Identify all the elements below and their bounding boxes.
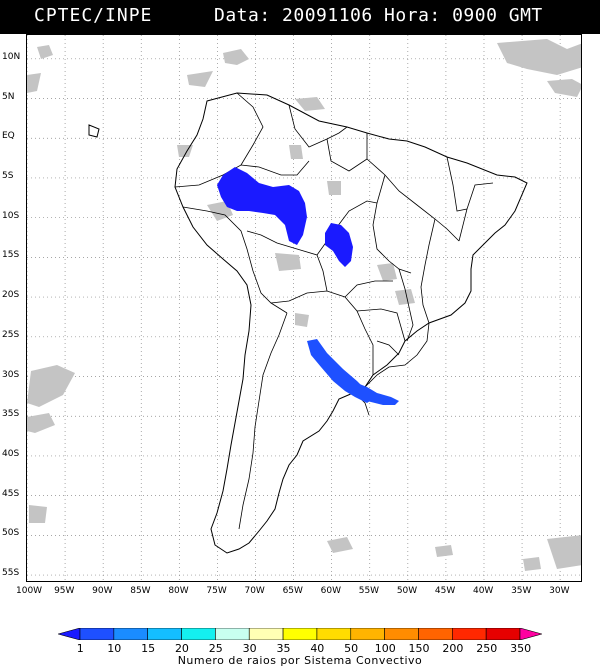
lat-label: 25S <box>2 329 20 340</box>
lon-label: 35W <box>511 586 532 596</box>
colorbar-tick-label: 35 <box>276 642 291 655</box>
colorbar-swatch <box>79 628 115 640</box>
lat-label: 30S <box>2 369 20 380</box>
lon-label: 85W <box>130 586 151 596</box>
agency-title: CPTEC/INPE <box>34 5 153 26</box>
lat-label: 10S <box>2 210 20 221</box>
coastlines <box>88 92 528 554</box>
colorbar-tick-label: 20 <box>174 642 189 655</box>
colorbar-tick-label: 50 <box>344 642 359 655</box>
lat-label: 45S <box>2 488 20 499</box>
storm-amazon-west <box>217 167 307 245</box>
colorbar-tick-label: 30 <box>242 642 257 655</box>
lon-label: 100W <box>16 586 43 596</box>
colorbar-tick-label: 40 <box>310 642 325 655</box>
colorbar-swatch <box>58 628 81 640</box>
lon-label: 50W <box>396 586 418 596</box>
colorbar-swatch <box>113 628 148 640</box>
map-panel <box>26 34 582 582</box>
lat-label: 10N <box>2 51 21 62</box>
lon-label: 80W <box>168 586 189 596</box>
colorbar-swatch <box>248 628 284 640</box>
lon-label: 40W <box>472 586 494 596</box>
colorbar-title: Numero de raios por Sistema Convectivo <box>177 654 423 667</box>
colorbar-swatch <box>519 628 542 640</box>
lat-label: 55S <box>2 568 20 579</box>
colorbar-swatch <box>181 628 216 640</box>
colorbar-swatch <box>452 628 487 640</box>
lon-label: 90W <box>92 586 113 596</box>
colorbar-swatch <box>485 628 521 640</box>
map-canvas <box>27 35 581 581</box>
colorbar <box>58 628 542 640</box>
political-borders <box>174 92 494 530</box>
colorbar-tick-label: 250 <box>476 642 498 655</box>
lon-label: 55W <box>358 586 380 596</box>
colorbar-swatch <box>384 628 419 640</box>
colorbar-tick-label: 10 <box>107 642 122 655</box>
lat-label: 40S <box>2 448 20 459</box>
lat-label: 5N <box>2 91 15 102</box>
lat-label: EQ <box>2 131 15 142</box>
lon-label: 65W <box>282 586 303 596</box>
colorbar-tick-label: 15 <box>141 642 156 655</box>
lat-label: 35S <box>2 409 20 420</box>
graticule <box>27 35 581 581</box>
colorbar-swatch <box>215 628 250 640</box>
lon-label: 75W <box>206 586 227 596</box>
cloud-cover <box>27 39 581 571</box>
colorbar-tick-label: 25 <box>208 642 223 655</box>
colorbar-tick-label: 200 <box>442 642 464 655</box>
colorbar-swatch <box>418 628 453 640</box>
lat-label: 20S <box>2 290 20 301</box>
colorbar-swatch <box>350 628 385 640</box>
convective-systems <box>217 167 399 405</box>
lat-label: 15S <box>2 250 20 261</box>
colorbar-tick-label: 350 <box>510 642 532 655</box>
storm-parana-uruguay-south <box>343 379 399 405</box>
colorbar-swatch <box>316 628 352 640</box>
lon-label: 45W <box>434 586 456 596</box>
datetime-title: Data: 20091106 Hora: 0900 GMT <box>214 5 543 26</box>
lat-label: 50S <box>2 528 20 539</box>
storm-mato-grosso <box>325 223 353 267</box>
lat-label: 5S <box>2 170 14 181</box>
lon-label: 70W <box>244 586 265 596</box>
lon-label: 30W <box>549 586 570 596</box>
colorbar-swatch <box>282 628 318 640</box>
header-bar: CPTEC/INPE Data: 20091106 Hora: 0900 GMT <box>0 0 600 34</box>
colorbar-tick-label: 1 <box>76 642 84 655</box>
colorbar-swatch <box>147 628 182 640</box>
lon-label: 95W <box>54 586 75 596</box>
colorbar-tick-label: 100 <box>374 642 396 655</box>
colorbar-tick-label: 150 <box>408 642 430 655</box>
lon-label: 60W <box>320 586 342 596</box>
